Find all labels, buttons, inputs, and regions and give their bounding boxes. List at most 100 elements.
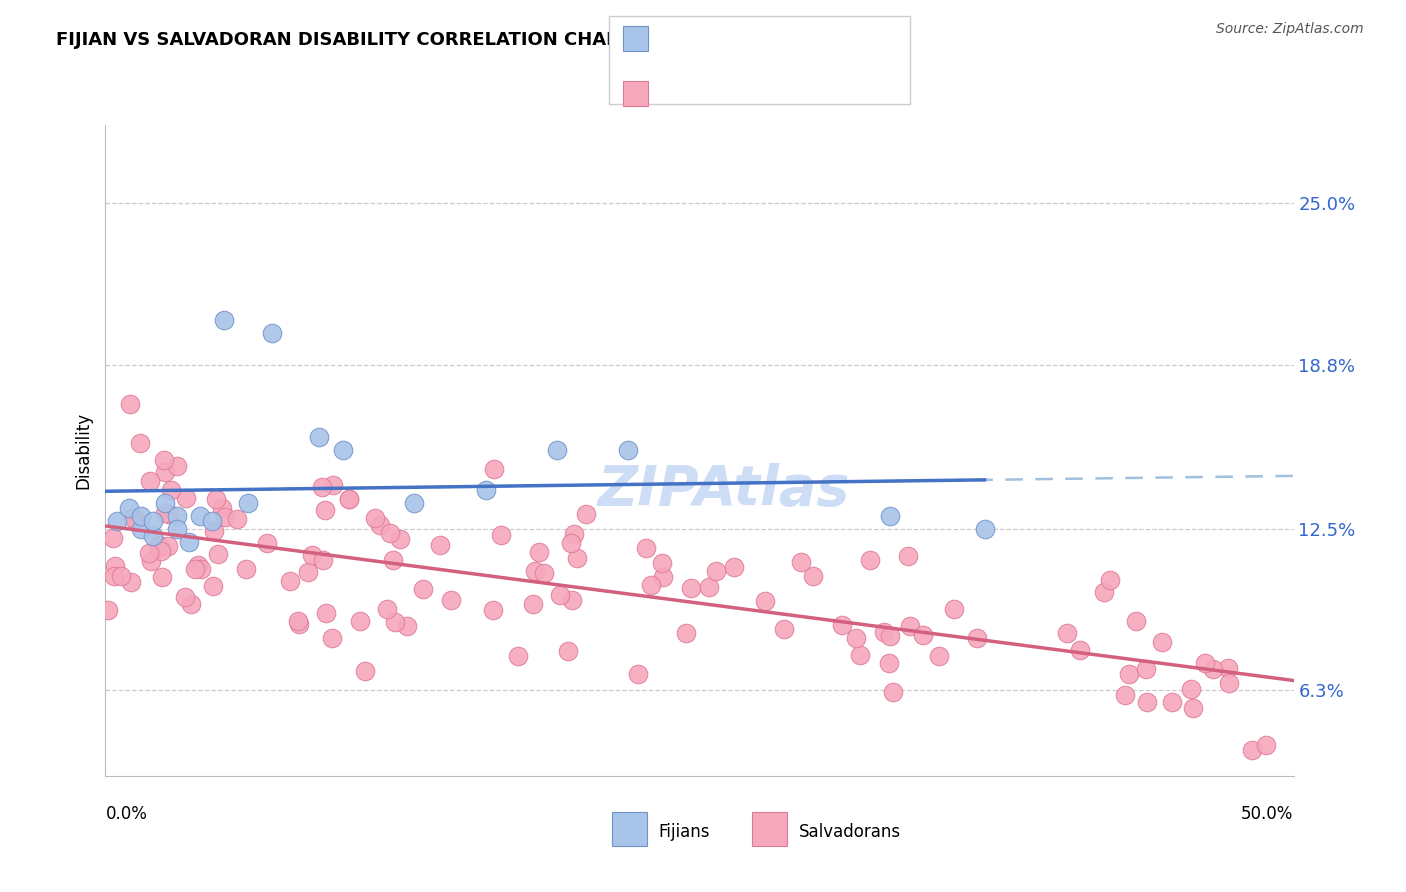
Text: -0.495: -0.495 <box>707 82 766 100</box>
Point <box>697 580 720 594</box>
Point <box>128 436 150 450</box>
Text: N =: N = <box>778 82 808 100</box>
Point <box>389 532 412 546</box>
Point <box>287 615 309 629</box>
Point <box>474 483 496 497</box>
Point <box>202 524 225 538</box>
Point <box>429 538 451 552</box>
Text: 50.0%: 50.0% <box>1241 805 1294 823</box>
Point <box>966 631 988 645</box>
Point <box>675 626 697 640</box>
Point <box>139 554 162 568</box>
Point <box>896 549 918 564</box>
Point <box>550 588 572 602</box>
Point <box>651 556 673 570</box>
Point <box>1135 662 1157 676</box>
Point <box>562 527 585 541</box>
Point <box>103 559 125 574</box>
Point <box>314 503 336 517</box>
Point <box>557 643 579 657</box>
Point <box>311 480 333 494</box>
Point <box>1118 667 1140 681</box>
Text: ZIPAtlas: ZIPAtlas <box>598 463 849 516</box>
Text: FIJIAN VS SALVADORAN DISABILITY CORRELATION CHART: FIJIAN VS SALVADORAN DISABILITY CORRELAT… <box>56 31 631 49</box>
Text: R =: R = <box>658 27 689 45</box>
Point <box>129 508 152 523</box>
Point <box>190 562 212 576</box>
Point <box>845 632 868 646</box>
Point <box>384 615 406 629</box>
Point <box>911 628 934 642</box>
Point <box>312 553 335 567</box>
Point <box>153 466 176 480</box>
Point <box>235 562 257 576</box>
Point <box>354 664 377 678</box>
Point <box>681 581 703 595</box>
Text: Source: ZipAtlas.com: Source: ZipAtlas.com <box>1216 22 1364 37</box>
Point <box>156 539 179 553</box>
Point <box>381 553 404 567</box>
Point <box>882 685 904 699</box>
Point <box>110 568 132 582</box>
Point <box>349 615 371 629</box>
Point <box>1216 660 1239 674</box>
Point <box>412 582 434 597</box>
Point <box>754 594 776 608</box>
Point <box>790 555 813 569</box>
Point <box>202 579 225 593</box>
Point <box>256 535 278 549</box>
Point <box>973 522 995 536</box>
Point <box>159 483 181 498</box>
Point <box>214 313 236 327</box>
Point <box>567 551 589 566</box>
Point <box>1218 675 1240 690</box>
Point <box>801 569 824 583</box>
Point <box>148 538 170 552</box>
Point <box>166 522 188 536</box>
Point <box>879 508 901 523</box>
Point <box>103 568 125 582</box>
Point <box>1125 614 1147 628</box>
Point <box>533 566 555 580</box>
Point <box>103 531 125 545</box>
Point <box>1194 656 1216 670</box>
Text: R =: R = <box>658 82 689 100</box>
Point <box>1114 689 1136 703</box>
Point <box>308 430 330 444</box>
Point <box>640 578 662 592</box>
Point <box>482 602 505 616</box>
Point <box>873 624 896 639</box>
Point <box>127 516 149 530</box>
Point <box>183 561 205 575</box>
Point <box>1136 695 1159 709</box>
Point <box>1092 585 1115 599</box>
Point <box>190 508 212 523</box>
Point <box>484 462 506 476</box>
Point <box>773 623 796 637</box>
Point <box>153 495 176 509</box>
Point <box>153 506 176 520</box>
Point <box>652 570 675 584</box>
Point <box>321 631 343 645</box>
Point <box>404 495 426 509</box>
Point <box>177 534 200 549</box>
Point <box>1161 695 1184 709</box>
Point <box>150 570 173 584</box>
Point <box>150 543 173 558</box>
Point <box>332 443 354 458</box>
Point <box>1182 701 1205 715</box>
Point <box>225 512 247 526</box>
Point <box>337 491 360 506</box>
Point <box>236 495 259 509</box>
Point <box>527 544 550 558</box>
Point <box>1056 626 1078 640</box>
Point <box>375 601 398 615</box>
Point <box>138 546 160 560</box>
Point <box>849 648 872 662</box>
Point <box>97 603 120 617</box>
Point <box>315 606 337 620</box>
Point <box>205 492 228 507</box>
Point <box>152 452 174 467</box>
Point <box>1256 738 1278 752</box>
Point <box>617 443 640 458</box>
